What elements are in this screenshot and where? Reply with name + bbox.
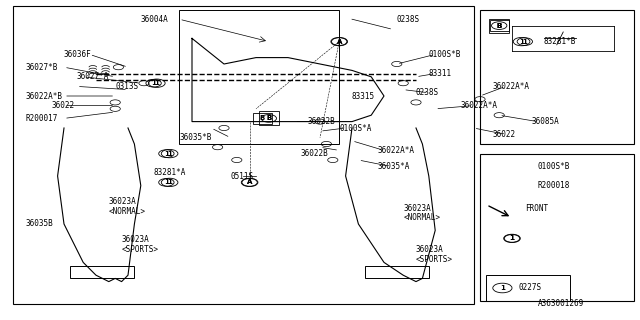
Text: <SPORTS>: <SPORTS>	[416, 255, 453, 264]
Bar	[480, 154, 634, 301]
Text: A: A	[247, 180, 252, 185]
Text: 1: 1	[500, 285, 505, 291]
Text: 0100S*B: 0100S*B	[429, 50, 461, 59]
Bar	[70, 266, 134, 278]
Text: 1: 1	[522, 39, 527, 44]
Text: 1: 1	[167, 180, 172, 185]
Bar	[480, 10, 634, 144]
Text: 83281*B: 83281*B	[544, 37, 577, 46]
Text: 36023A: 36023A	[403, 204, 431, 212]
Text: 83315: 83315	[352, 92, 375, 100]
Text: B: B	[497, 23, 502, 28]
Text: 1: 1	[164, 151, 169, 156]
Text: 36027*A: 36027*A	[77, 72, 109, 81]
Text: 36004A: 36004A	[141, 15, 168, 24]
Text: A: A	[247, 180, 252, 185]
Text: A363001269: A363001269	[538, 300, 584, 308]
Text: 0100S*A: 0100S*A	[339, 124, 372, 132]
Text: B: B	[497, 23, 502, 28]
Text: A: A	[337, 39, 342, 44]
Text: B: B	[260, 116, 265, 121]
Text: 36035*B: 36035*B	[179, 133, 212, 142]
Text: 0238S: 0238S	[416, 88, 439, 97]
Text: 0227S: 0227S	[518, 284, 541, 292]
Text: 36023A: 36023A	[416, 245, 444, 254]
Text: FRONT: FRONT	[525, 204, 548, 212]
Text: B: B	[266, 116, 271, 121]
Text: 36022A*B: 36022A*B	[26, 92, 63, 100]
Text: 36035*A: 36035*A	[378, 162, 410, 171]
Text: 36022B: 36022B	[301, 149, 328, 158]
Text: 1: 1	[167, 151, 172, 156]
Text: 1: 1	[164, 180, 169, 185]
Bar	[13, 6, 474, 304]
Bar	[490, 19, 509, 33]
Text: 36022A*A: 36022A*A	[378, 146, 415, 155]
Text: 1: 1	[151, 80, 156, 86]
Text: 0100S*B: 0100S*B	[538, 162, 570, 171]
Bar	[486, 275, 570, 301]
Text: B: B	[266, 116, 271, 121]
Text: 36022: 36022	[51, 101, 74, 110]
Text: 1: 1	[509, 236, 515, 241]
Text: <NORMAL>: <NORMAL>	[109, 207, 146, 216]
Text: 36027*B: 36027*B	[26, 63, 58, 72]
Text: 1: 1	[519, 39, 524, 44]
Text: 36022A*A: 36022A*A	[493, 82, 530, 91]
Text: 36035B: 36035B	[26, 220, 53, 228]
Text: 1: 1	[509, 236, 515, 241]
Text: A: A	[337, 39, 342, 44]
Text: 36036F: 36036F	[64, 50, 92, 59]
Text: 0238S: 0238S	[397, 15, 420, 24]
Text: 36085A: 36085A	[531, 117, 559, 126]
Text: R200017: R200017	[26, 114, 58, 123]
Text: R200018: R200018	[538, 181, 570, 190]
Text: 83281*A: 83281*A	[154, 168, 186, 177]
Text: 36022B: 36022B	[307, 117, 335, 126]
Text: <NORMAL>: <NORMAL>	[403, 213, 440, 222]
Text: 83311: 83311	[429, 69, 452, 78]
Text: 36022: 36022	[493, 130, 516, 139]
Bar	[259, 111, 278, 125]
Text: <SPORTS>: <SPORTS>	[122, 245, 159, 254]
Text: 36023A: 36023A	[109, 197, 136, 206]
Text: 1: 1	[154, 80, 159, 86]
Text: 0511S: 0511S	[230, 172, 253, 180]
Text: B: B	[497, 23, 502, 28]
Bar	[179, 10, 339, 144]
Text: 36022A*A: 36022A*A	[461, 101, 498, 110]
Text: 36023A: 36023A	[122, 236, 149, 244]
Bar	[365, 266, 429, 278]
Text: 0313S: 0313S	[115, 82, 138, 91]
